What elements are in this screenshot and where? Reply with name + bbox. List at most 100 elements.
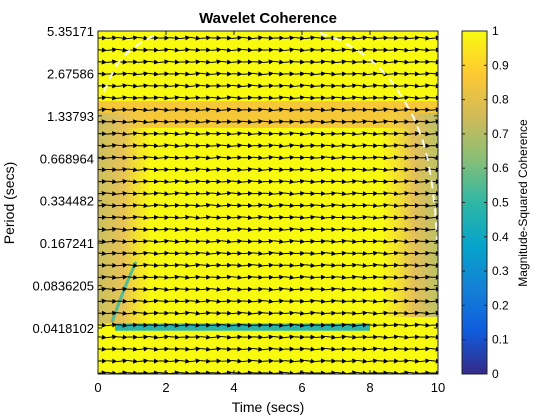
phase-arrow xyxy=(169,190,180,196)
phase-arrow xyxy=(419,119,431,125)
phase-arrow xyxy=(106,358,118,364)
phase-arrow xyxy=(106,238,118,244)
phase-arrow xyxy=(262,191,274,197)
phase-arrow xyxy=(419,274,431,280)
phase-arrow xyxy=(106,203,118,209)
phase-arrow xyxy=(169,358,180,364)
phase-arrow xyxy=(315,179,327,185)
phase-arrow xyxy=(388,346,400,352)
phase-arrow xyxy=(367,119,379,125)
phase-arrow xyxy=(409,35,420,41)
phase-arrow xyxy=(210,322,222,328)
phase-arrow xyxy=(242,47,253,53)
phase-arrow xyxy=(210,119,222,125)
phase-arrow xyxy=(221,322,233,328)
phase-arrow xyxy=(283,179,295,185)
phase-arrow xyxy=(409,334,420,340)
phase-arrow xyxy=(221,227,233,232)
phase-arrow xyxy=(398,334,410,340)
phase-arrow xyxy=(189,298,201,304)
phase-arrow xyxy=(262,71,274,77)
phase-arrow xyxy=(294,322,306,328)
coherence-region xyxy=(383,113,438,318)
phase-arrow xyxy=(148,202,160,208)
phase-arrow xyxy=(137,310,149,316)
phase-arrow xyxy=(158,203,170,209)
phase-arrow xyxy=(116,310,128,316)
phase-arrow xyxy=(304,298,316,304)
phase-arrow xyxy=(367,274,379,280)
phase-arrow xyxy=(388,322,400,328)
phase-arrow xyxy=(346,370,358,374)
colorbar-tick-label: 0.1 xyxy=(492,333,509,347)
phase-arrow xyxy=(377,262,389,268)
phase-arrow xyxy=(231,274,243,280)
phase-arrow xyxy=(169,35,180,41)
phase-arrow xyxy=(304,274,316,280)
phase-arrow xyxy=(148,71,160,77)
phase-arrow xyxy=(283,358,295,364)
phase-arrow xyxy=(179,191,191,197)
colorbar-tick-label: 1 xyxy=(492,24,499,38)
phase-arrow xyxy=(242,83,253,89)
phase-arrow xyxy=(200,83,212,89)
phase-arrow xyxy=(137,167,149,172)
phase-arrow xyxy=(221,274,233,280)
phase-arrow xyxy=(189,227,201,232)
phase-arrow xyxy=(158,47,170,53)
phase-arrow xyxy=(148,262,160,268)
phase-arrow xyxy=(179,358,191,364)
phase-arrow xyxy=(221,179,233,184)
phase-arrow xyxy=(409,143,420,149)
phase-arrow xyxy=(294,358,306,364)
phase-arrow xyxy=(210,143,222,149)
phase-arrow xyxy=(283,107,295,113)
phase-arrow xyxy=(325,238,337,244)
phase-arrow xyxy=(210,59,222,65)
phase-arrow xyxy=(388,191,400,197)
phase-arrow xyxy=(127,250,139,256)
phase-arrow xyxy=(315,215,327,221)
phase-arrow xyxy=(346,286,358,292)
phase-arrow xyxy=(200,59,212,65)
x-tick-label: 10 xyxy=(431,380,445,395)
phase-arrow xyxy=(388,167,400,173)
phase-arrow xyxy=(262,107,274,113)
phase-arrow xyxy=(231,262,243,268)
phase-arrow xyxy=(242,346,253,352)
phase-arrow xyxy=(189,131,201,137)
phase-arrow xyxy=(242,167,253,173)
phase-arrow xyxy=(200,334,212,340)
phase-arrow xyxy=(137,155,149,161)
phase-arrow xyxy=(169,238,180,244)
phase-arrow xyxy=(429,310,438,316)
phase-arrow xyxy=(367,83,379,89)
phase-arrow xyxy=(221,155,233,161)
phase-arrow xyxy=(398,59,410,65)
phase-arrow xyxy=(336,191,347,197)
phase-arrow xyxy=(158,346,170,352)
phase-arrow xyxy=(429,250,438,256)
phase-arrow xyxy=(158,191,170,197)
phase-arrow xyxy=(409,214,420,220)
phase-arrow xyxy=(283,274,295,280)
phase-arrow xyxy=(158,370,170,374)
phase-arrow xyxy=(336,346,347,352)
phase-arrow xyxy=(221,239,233,244)
phase-arrow xyxy=(409,59,420,65)
phase-arrow xyxy=(98,322,107,328)
phase-arrow xyxy=(116,119,128,125)
phase-arrow xyxy=(325,214,337,220)
phase-arrow xyxy=(336,250,347,256)
phase-arrow xyxy=(325,95,337,101)
phase-arrow xyxy=(106,83,118,89)
phase-arrow xyxy=(398,143,410,149)
phase-arrow xyxy=(127,202,139,208)
phase-arrow xyxy=(377,143,389,149)
phase-arrow xyxy=(148,298,160,304)
phase-arrow xyxy=(252,83,264,89)
phase-arrow xyxy=(346,143,358,149)
phase-arrow xyxy=(231,226,243,232)
phase-arrow xyxy=(98,167,107,173)
phase-arrow xyxy=(304,226,316,232)
